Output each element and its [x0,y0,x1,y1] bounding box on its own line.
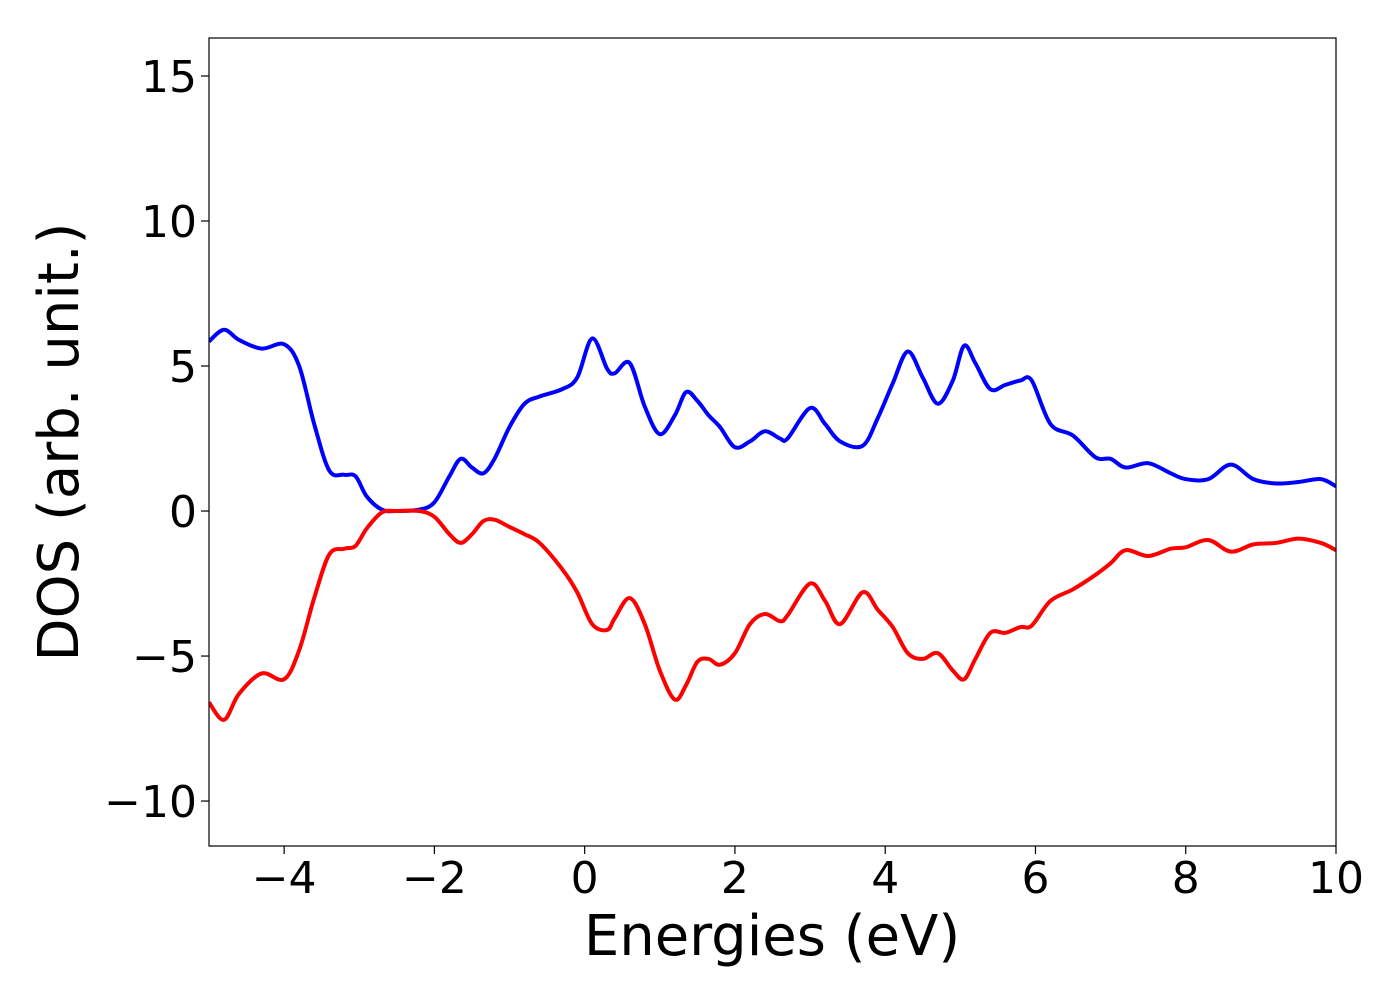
x-tick-label: 4 [871,853,899,904]
x-tick-label: −2 [402,853,467,904]
x-tick-label: 0 [571,853,599,904]
x-tick-label: 6 [1021,853,1049,904]
x-tick-label: 8 [1172,853,1200,904]
y-tick-label: −10 [104,777,197,828]
x-tick-label: 10 [1308,853,1364,904]
plot-frame [208,37,1337,847]
series-line [209,327,1336,514]
y-tick-label: 5 [169,342,197,393]
y-tick-label: 15 [141,52,197,103]
x-tick-label: −4 [252,853,317,904]
x-tick-label: 2 [721,853,749,904]
y-tick-label: −5 [132,632,197,683]
y-tick-label: 0 [169,487,197,538]
series-line [209,508,1336,722]
y-axis-label: DOS (arb. unit.) [27,222,92,661]
x-axis-label: Energies (eV) [584,904,960,969]
y-tick-label: 10 [141,197,197,248]
